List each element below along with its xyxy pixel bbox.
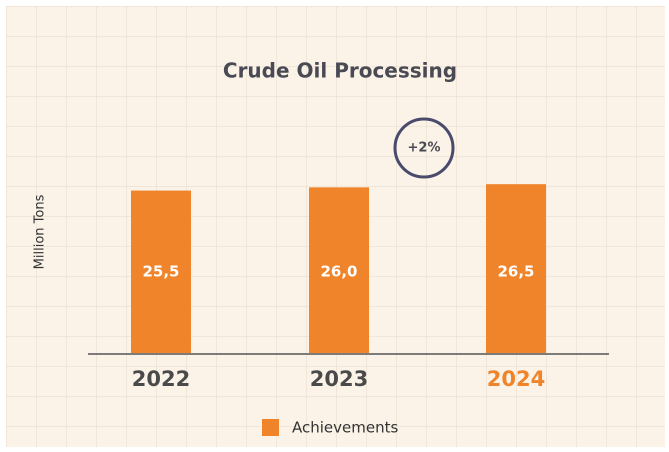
x-tick-label: 2022	[132, 367, 190, 391]
bar	[309, 187, 369, 353]
chart-title: Crude Oil Processing	[223, 59, 457, 83]
legend-swatch	[262, 419, 279, 436]
bar	[486, 184, 546, 353]
value-label: 26,0	[320, 263, 357, 281]
legend-label: Achievements	[292, 419, 398, 437]
value-label: 25,5	[142, 263, 179, 281]
y-axis-label: Million Tons	[33, 194, 48, 269]
annotation: +2%	[408, 141, 441, 156]
x-tick-label: 2023	[310, 367, 368, 391]
annotation-circle	[393, 117, 455, 179]
bar	[131, 190, 191, 353]
x-tick-label: 2024	[487, 367, 545, 391]
value-label: 26,5	[497, 263, 534, 281]
